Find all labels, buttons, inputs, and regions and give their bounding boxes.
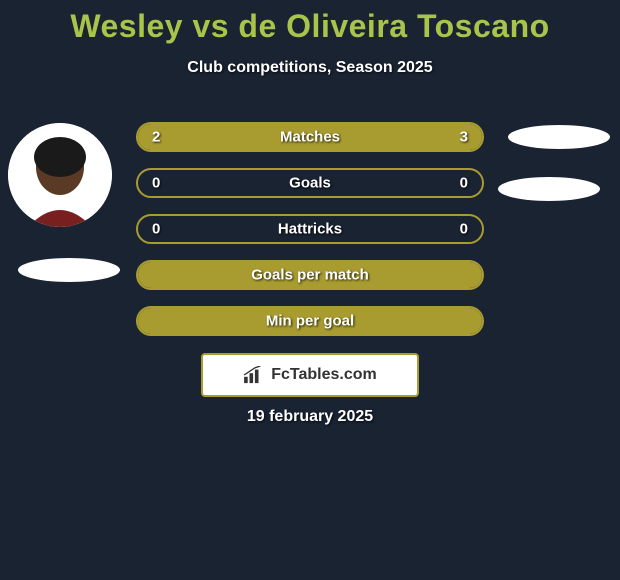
chart-icon — [243, 366, 265, 384]
stat-value-right: 0 — [460, 175, 468, 192]
stat-row-hattricks: 0 Hattricks 0 — [136, 214, 484, 244]
subtitle: Club competitions, Season 2025 — [0, 59, 620, 77]
stat-value-left: 0 — [152, 175, 160, 192]
player-left-name-pill — [18, 258, 120, 282]
player-right-name-pill-1 — [508, 125, 610, 149]
stats-bars: 2 Matches 3 0 Goals 0 0 Hattricks 0 Goal… — [136, 122, 484, 352]
footer-logo-text: FcTables.com — [271, 366, 377, 384]
stat-row-min-per-goal: Min per goal — [136, 306, 484, 336]
player-left-avatar — [8, 123, 112, 227]
stat-row-matches: 2 Matches 3 — [136, 122, 484, 152]
stat-value-left: 2 — [152, 129, 160, 146]
stat-label: Goals — [289, 175, 331, 192]
stat-label: Goals per match — [251, 267, 369, 284]
footer-date: 19 february 2025 — [247, 408, 373, 426]
player-right-name-pill-2 — [498, 177, 600, 201]
footer-logo: FcTables.com — [201, 353, 419, 397]
stat-label: Hattricks — [278, 221, 342, 238]
stat-value-right: 0 — [460, 221, 468, 238]
stat-label: Matches — [280, 129, 340, 146]
stat-row-goals-per-match: Goals per match — [136, 260, 484, 290]
page-title: Wesley vs de Oliveira Toscano — [0, 0, 620, 45]
stat-label: Min per goal — [266, 313, 354, 330]
stat-value-left: 0 — [152, 221, 160, 238]
stat-value-right: 3 — [460, 129, 468, 146]
stat-row-goals: 0 Goals 0 — [136, 168, 484, 198]
